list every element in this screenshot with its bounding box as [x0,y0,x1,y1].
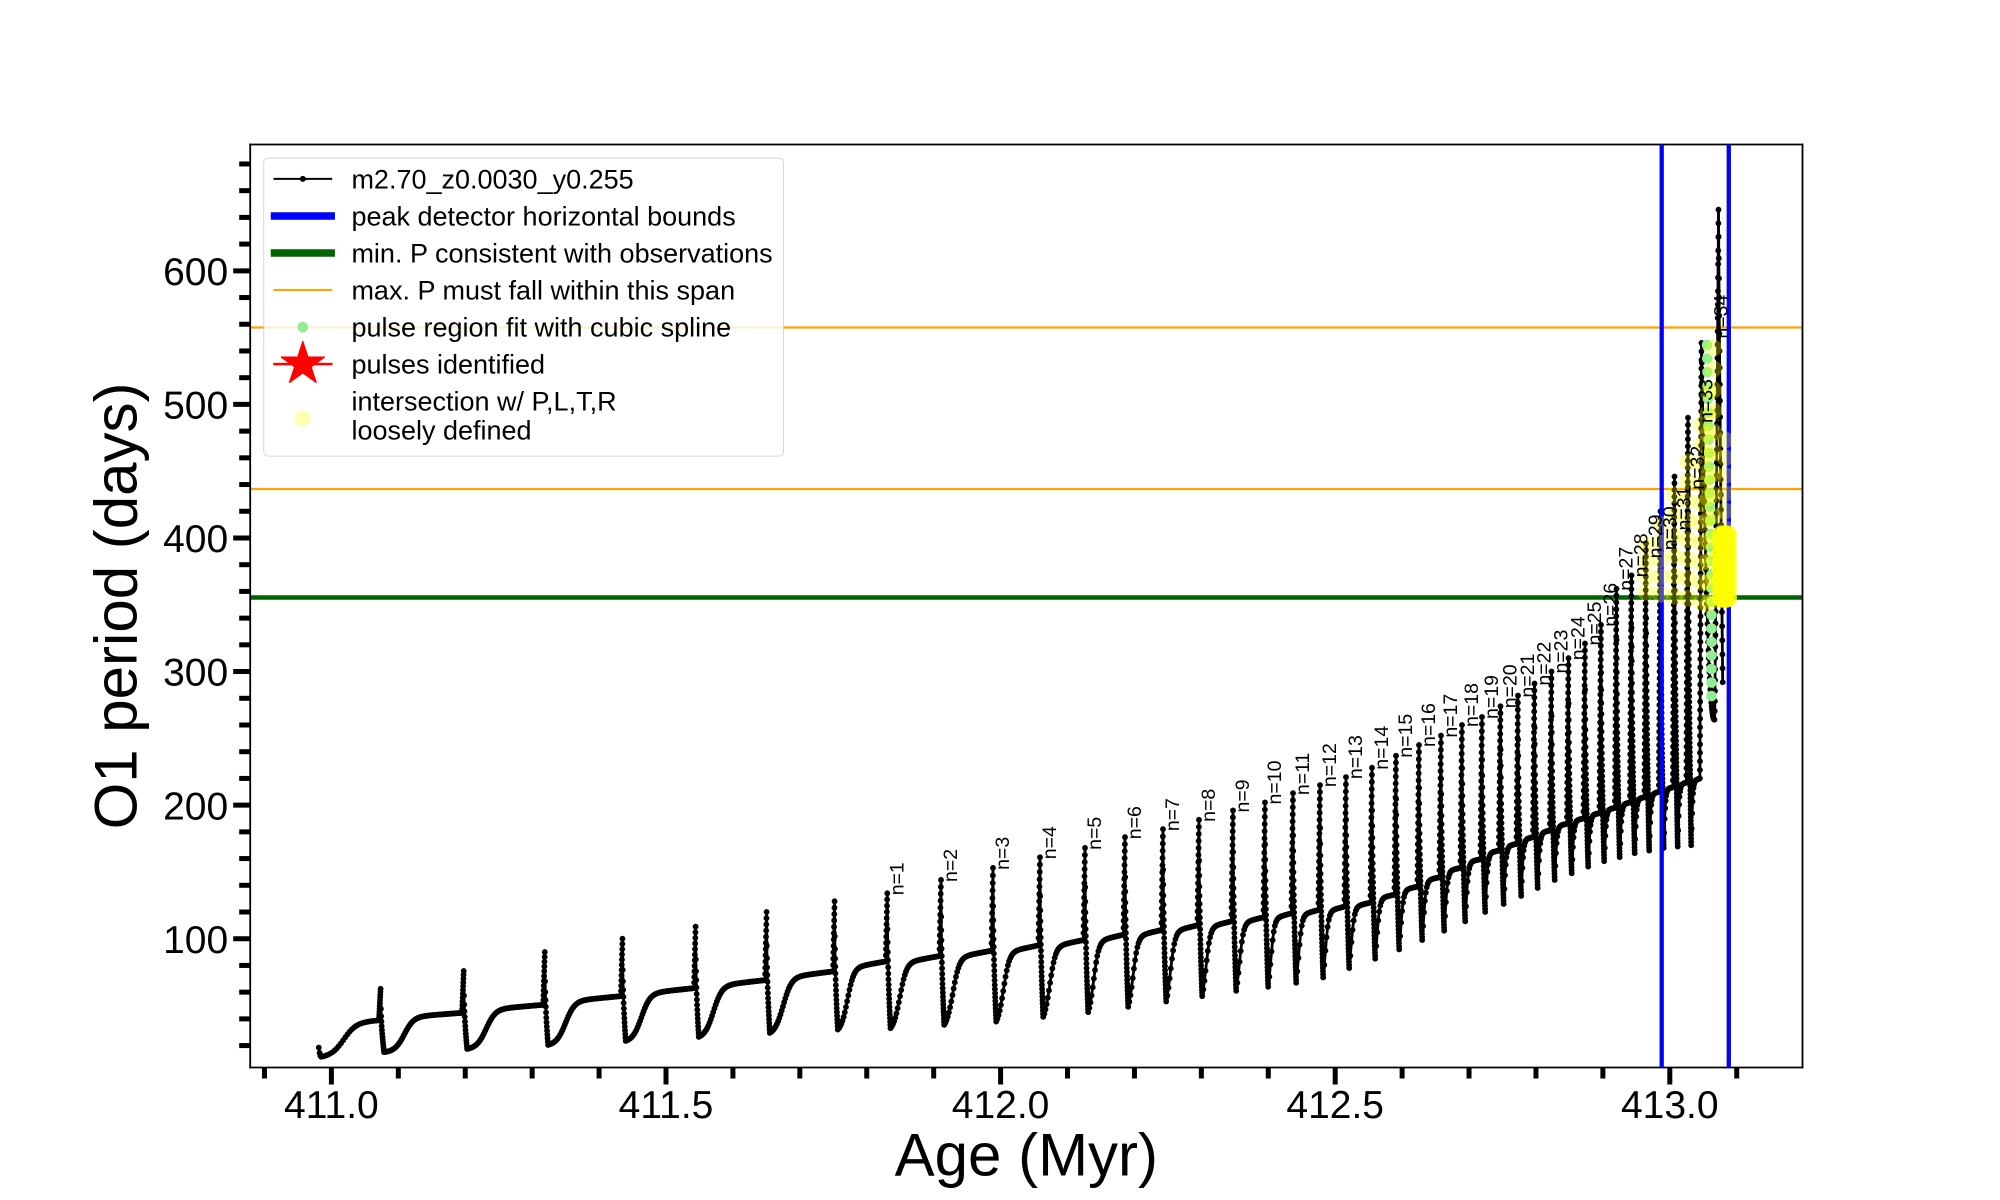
svg-text:n=22: n=22 [1534,642,1556,686]
svg-text:n=5: n=5 [1084,817,1106,850]
svg-text:loosely defined: loosely defined [351,416,531,446]
svg-text:300: 300 [163,652,228,695]
svg-text:n=17: n=17 [1440,694,1462,738]
svg-text:n=11: n=11 [1292,753,1314,795]
svg-text:n=29: n=29 [1645,514,1667,558]
svg-text:n=30: n=30 [1660,506,1682,550]
svg-text:n=10: n=10 [1264,760,1286,804]
svg-text:Age (Myr): Age (Myr) [895,1121,1158,1188]
svg-text:100: 100 [163,919,228,962]
svg-text:n=33: n=33 [1696,379,1718,423]
svg-text:200: 200 [163,785,228,828]
svg-text:n=9: n=9 [1232,779,1254,812]
svg-text:pulses identified: pulses identified [351,350,545,380]
svg-text:min. P consistent with observa: min. P consistent with observations [351,238,772,268]
svg-text:n=15: n=15 [1395,714,1417,758]
svg-text:n=27: n=27 [1616,547,1638,591]
svg-text:n=16: n=16 [1418,703,1440,747]
svg-text:n=31: n=31 [1674,487,1696,531]
svg-text:n=21: n=21 [1517,654,1539,698]
svg-text:600: 600 [163,251,228,294]
svg-text:O1 period (days): O1 period (days) [83,383,150,830]
svg-text:413.0: 413.0 [1621,1084,1719,1127]
svg-text:n=34: n=34 [1711,295,1733,339]
svg-text:n=2: n=2 [940,849,962,882]
svg-text:n=13: n=13 [1345,735,1367,779]
svg-text:n=12: n=12 [1319,743,1341,787]
svg-text:412.0: 412.0 [952,1084,1050,1127]
svg-text:n=19: n=19 [1481,675,1503,719]
svg-text:peak detector horizontal bound: peak detector horizontal bounds [351,201,735,231]
svg-text:n=8: n=8 [1198,789,1220,822]
svg-text:n=20: n=20 [1500,664,1522,708]
svg-text:pulse region fit with cubic sp: pulse region fit with cubic spline [351,313,731,343]
svg-text:412.5: 412.5 [1286,1084,1384,1127]
svg-text:n=1: n=1 [886,862,908,895]
svg-text:411.0: 411.0 [284,1084,379,1127]
svg-text:m2.70_z0.0030_y0.255: m2.70_z0.0030_y0.255 [351,164,633,194]
svg-text:n=24: n=24 [1568,616,1590,660]
svg-text:n=7: n=7 [1162,798,1184,831]
svg-text:n=4: n=4 [1039,826,1061,859]
svg-text:n=6: n=6 [1124,806,1146,839]
svg-text:n=3: n=3 [992,837,1014,870]
svg-text:n=14: n=14 [1371,726,1393,770]
svg-text:n=28: n=28 [1631,533,1653,577]
svg-text:411.5: 411.5 [619,1084,714,1127]
svg-text:max. P must fall within this s: max. P must fall within this span [351,276,735,306]
svg-text:n=23: n=23 [1551,630,1573,674]
svg-text:400: 400 [163,518,228,561]
svg-text:n=26: n=26 [1600,583,1622,627]
svg-text:n=25: n=25 [1584,601,1606,645]
svg-text:n=32: n=32 [1687,446,1709,490]
svg-text:n=18: n=18 [1461,683,1483,727]
svg-text:intersection w/ P,L,T,R: intersection w/ P,L,T,R [351,387,616,417]
svg-text:500: 500 [163,385,228,428]
